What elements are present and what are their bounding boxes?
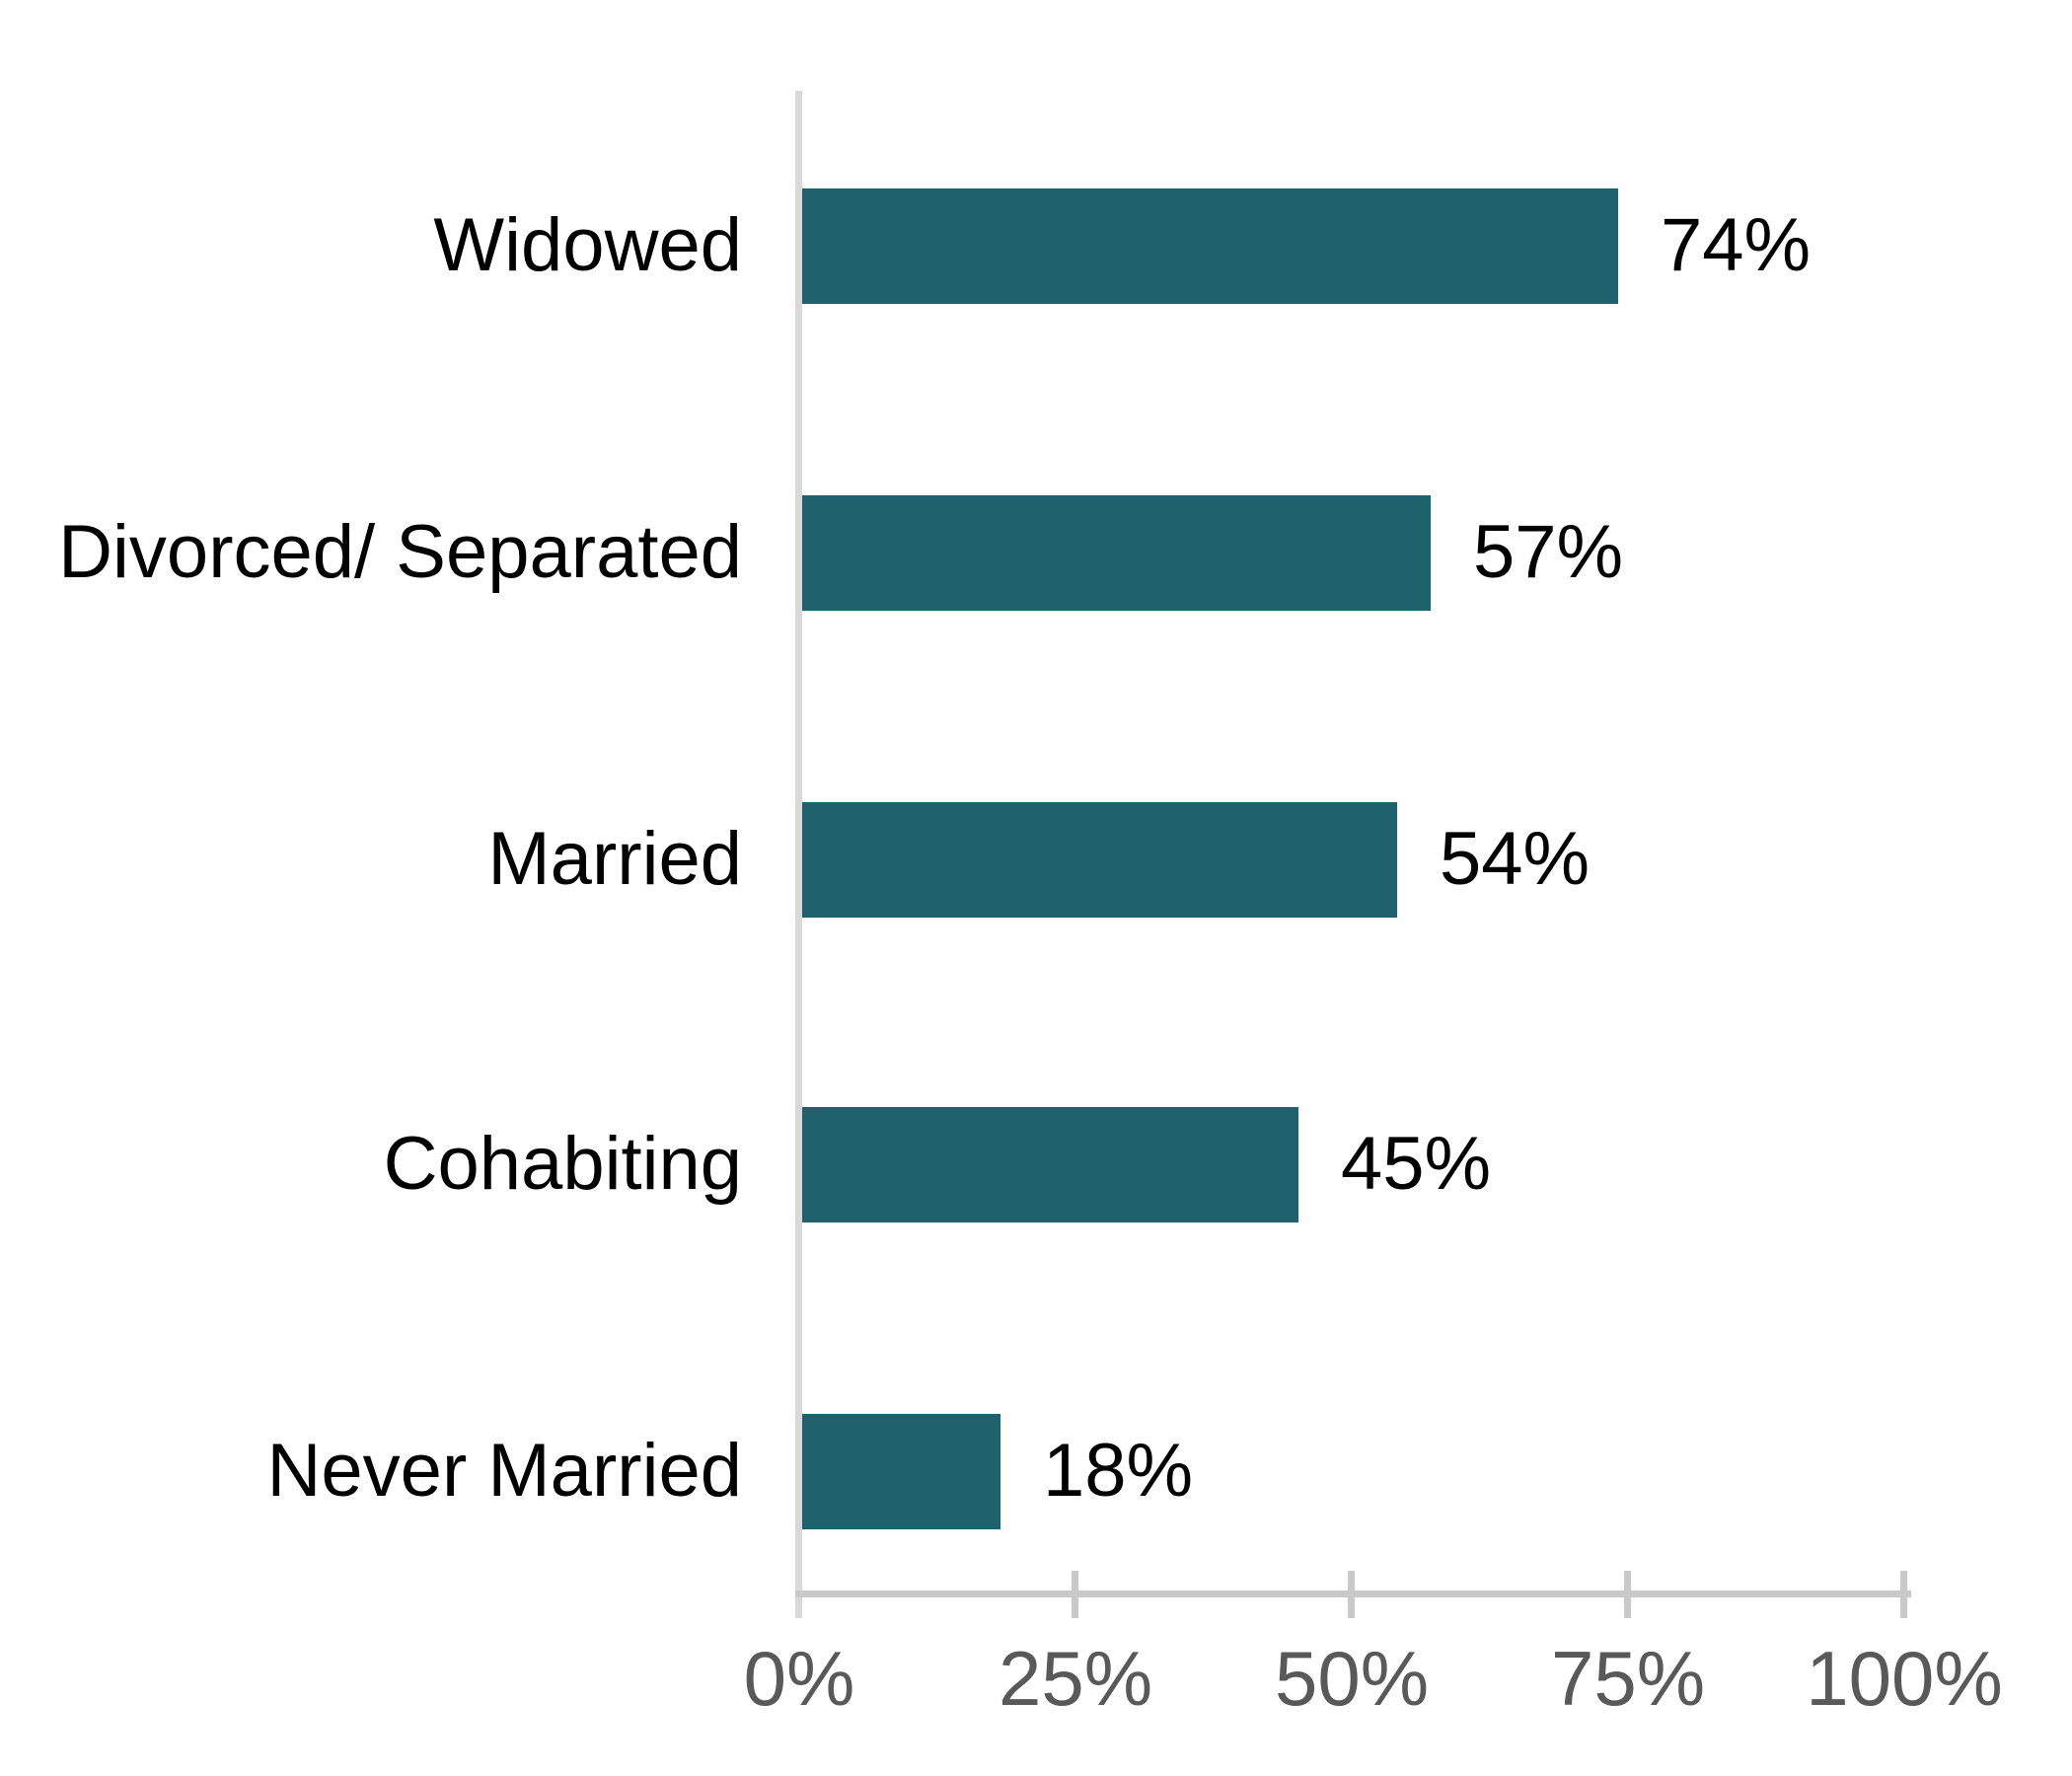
x-tick-label: 100% [1806,1635,2003,1722]
x-tick-mark [1348,1571,1355,1618]
value-label: 45% [1341,1122,1492,1206]
x-tick-label: 75% [1550,1635,1706,1722]
bar-0 [802,188,1618,304]
x-tick-mark [1072,1571,1078,1618]
value-label: 54% [1440,817,1591,901]
bar-2 [802,802,1397,918]
category-label: Cohabiting [383,1122,742,1206]
x-tick-label: 25% [998,1635,1153,1722]
y-axis-line [795,91,802,1618]
x-tick-label: 50% [1274,1635,1430,1722]
category-label: Divorced/ Separated [58,510,742,594]
category-label: Married [487,817,742,901]
value-label: 74% [1661,203,1812,287]
bar-3 [802,1107,1298,1222]
x-tick-label: 0% [743,1635,855,1722]
value-label: 57% [1473,510,1624,594]
x-tick-mark [1900,1571,1907,1618]
value-label: 18% [1043,1429,1194,1513]
bar-4 [802,1414,1000,1529]
x-tick-mark [1624,1571,1631,1618]
category-label: Widowed [433,203,742,287]
bar-1 [802,495,1431,611]
category-label: Never Married [266,1429,742,1513]
